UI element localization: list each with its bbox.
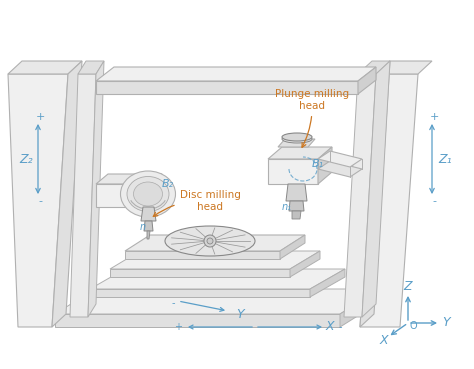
Polygon shape <box>318 151 362 167</box>
Polygon shape <box>96 174 162 184</box>
Polygon shape <box>78 61 104 74</box>
Text: X: X <box>326 321 334 334</box>
Polygon shape <box>344 74 376 317</box>
Polygon shape <box>150 174 162 207</box>
Text: B₁: B₁ <box>312 159 324 169</box>
Text: -: - <box>38 196 42 206</box>
Text: -: - <box>338 322 342 332</box>
Text: Z₁: Z₁ <box>438 152 452 166</box>
Text: B₂: B₂ <box>162 179 174 189</box>
Polygon shape <box>96 81 358 94</box>
Text: Z: Z <box>404 280 412 293</box>
Text: n₁: n₁ <box>282 202 292 212</box>
Ellipse shape <box>282 135 312 143</box>
Text: Z₂: Z₂ <box>19 152 33 166</box>
Polygon shape <box>358 61 390 74</box>
Polygon shape <box>376 61 432 74</box>
Polygon shape <box>141 207 156 221</box>
Text: Plunge milling
head: Plunge milling head <box>275 89 349 147</box>
Polygon shape <box>8 61 82 74</box>
Text: Y: Y <box>236 307 244 321</box>
Polygon shape <box>278 139 315 147</box>
Circle shape <box>204 235 216 247</box>
Text: +: + <box>174 322 182 332</box>
Polygon shape <box>147 231 150 239</box>
Polygon shape <box>96 67 376 81</box>
Polygon shape <box>70 74 96 317</box>
Polygon shape <box>340 289 380 327</box>
Polygon shape <box>268 147 332 159</box>
Text: n: n <box>140 222 146 232</box>
Polygon shape <box>90 289 310 297</box>
Circle shape <box>207 238 213 244</box>
Text: +: + <box>429 112 439 122</box>
Polygon shape <box>55 289 380 314</box>
Polygon shape <box>280 235 305 259</box>
Text: Disc milling
head: Disc milling head <box>153 190 240 217</box>
Polygon shape <box>110 251 320 269</box>
Polygon shape <box>96 184 150 207</box>
Polygon shape <box>52 61 82 327</box>
Polygon shape <box>88 61 104 317</box>
Text: +: + <box>35 112 45 122</box>
Polygon shape <box>125 235 305 251</box>
Polygon shape <box>362 61 390 317</box>
Polygon shape <box>360 74 418 327</box>
Polygon shape <box>290 251 320 277</box>
Text: Y: Y <box>442 317 450 330</box>
Polygon shape <box>286 184 307 201</box>
Polygon shape <box>144 221 153 231</box>
Polygon shape <box>125 251 280 259</box>
Polygon shape <box>110 269 290 277</box>
Text: O: O <box>409 321 417 331</box>
Text: X: X <box>380 335 388 348</box>
Polygon shape <box>310 269 345 297</box>
Polygon shape <box>268 159 318 184</box>
Polygon shape <box>292 211 301 219</box>
Polygon shape <box>289 201 304 211</box>
Polygon shape <box>318 161 362 177</box>
Ellipse shape <box>134 182 163 206</box>
Polygon shape <box>8 74 68 327</box>
Polygon shape <box>90 269 345 289</box>
Polygon shape <box>358 67 376 94</box>
Polygon shape <box>55 314 340 327</box>
Text: -: - <box>171 298 175 308</box>
Polygon shape <box>360 61 390 327</box>
Ellipse shape <box>165 226 255 256</box>
Ellipse shape <box>120 171 175 217</box>
Polygon shape <box>318 147 332 184</box>
Ellipse shape <box>127 176 169 211</box>
Text: -: - <box>432 196 436 206</box>
Ellipse shape <box>282 133 312 141</box>
